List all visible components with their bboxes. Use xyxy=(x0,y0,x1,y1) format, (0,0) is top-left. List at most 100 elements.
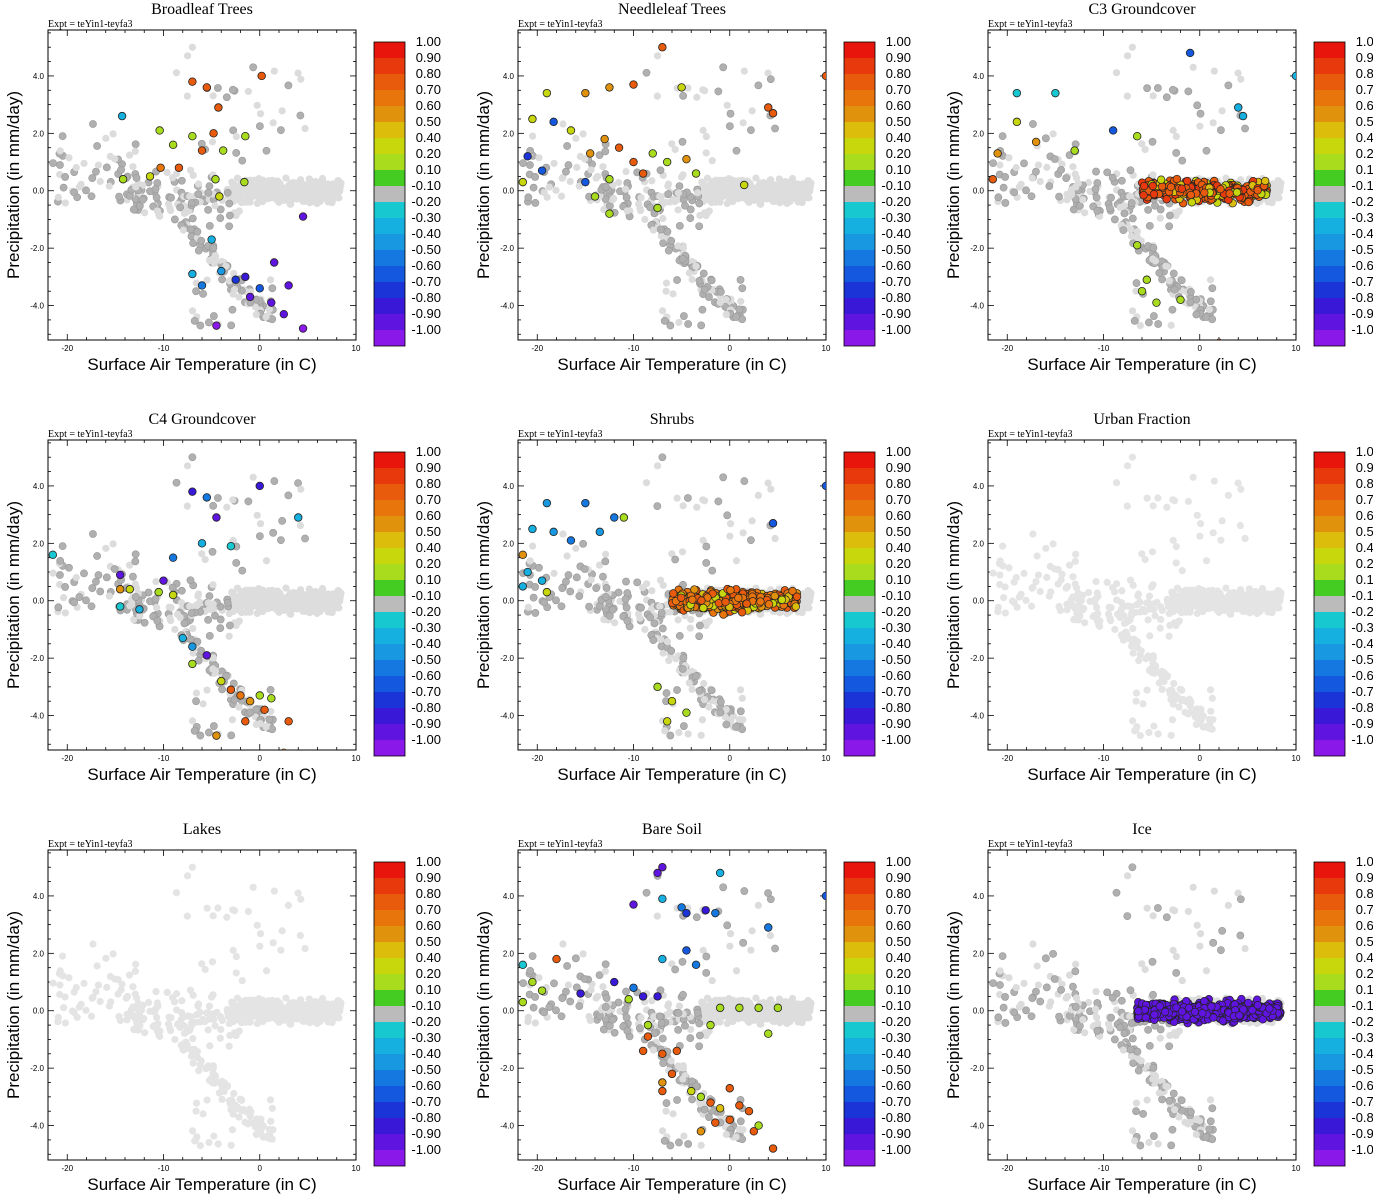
points-layer xyxy=(518,43,826,330)
y-axis-label: Precipitation (in mm/day) xyxy=(944,91,963,279)
x-tick-label: -20 xyxy=(531,344,543,353)
data-point xyxy=(88,174,97,183)
data-point xyxy=(697,321,706,330)
data-point xyxy=(669,290,677,298)
data-point xyxy=(318,182,326,190)
data-point xyxy=(266,685,275,694)
data-point xyxy=(1127,225,1135,234)
colorbar-swatch xyxy=(1314,250,1345,266)
data-point xyxy=(535,563,543,572)
colorbar-swatch xyxy=(374,612,405,628)
data-point xyxy=(194,431,201,438)
data-point xyxy=(745,189,753,197)
y-tick-label: 0.0 xyxy=(33,597,45,606)
data-point xyxy=(210,605,218,614)
data-point xyxy=(581,177,590,187)
data-point xyxy=(253,101,261,109)
data-point xyxy=(229,496,237,504)
data-point xyxy=(629,157,638,167)
colorbar-swatch xyxy=(844,138,875,154)
data-point xyxy=(549,117,558,127)
data-point xyxy=(732,723,740,731)
data-point xyxy=(56,161,64,169)
colorbar-swatch xyxy=(374,186,405,202)
data-point xyxy=(268,284,277,293)
y-tick-label: 4.0 xyxy=(33,72,45,81)
colorbar-label: -0.40 xyxy=(411,226,441,241)
data-point xyxy=(1253,186,1262,195)
data-point xyxy=(284,491,293,500)
data-point xyxy=(249,473,257,481)
data-point xyxy=(691,169,701,178)
data-point xyxy=(255,532,264,541)
data-point xyxy=(307,594,315,602)
x-tick-label: 10 xyxy=(352,754,361,763)
data-point xyxy=(748,107,756,115)
data-point xyxy=(318,592,326,600)
y-tick-label: -4.0 xyxy=(970,302,984,311)
colorbar-label: -0.80 xyxy=(1351,290,1373,305)
data-point xyxy=(209,654,217,662)
data-point xyxy=(605,83,614,92)
colorbar-frame xyxy=(373,41,406,347)
data-point xyxy=(699,180,707,189)
colorbar-label: 0.60 xyxy=(886,98,911,113)
colorbar-swatch xyxy=(844,298,875,314)
data-point xyxy=(61,173,69,181)
expt-label: Expt = teYin1-teyfa3 xyxy=(48,19,133,30)
data-point xyxy=(1106,204,1114,213)
colorbar-swatch xyxy=(1314,282,1345,298)
data-point xyxy=(1158,275,1167,284)
data-point xyxy=(705,207,713,215)
data-point xyxy=(276,592,284,601)
data-point xyxy=(747,126,755,135)
data-point xyxy=(60,594,68,602)
colorbar-label: -0.80 xyxy=(411,700,441,715)
data-point xyxy=(1136,321,1144,330)
data-point xyxy=(225,621,234,630)
data-point xyxy=(275,608,283,616)
data-point xyxy=(579,130,587,138)
colorbar-swatch xyxy=(374,692,405,708)
data-point xyxy=(209,255,217,263)
data-point xyxy=(297,75,305,83)
data-point xyxy=(194,180,203,188)
data-point xyxy=(1189,63,1197,71)
colorbar-swatch xyxy=(374,548,405,564)
data-point xyxy=(563,552,571,560)
data-point xyxy=(230,599,238,607)
data-point xyxy=(656,225,665,234)
data-point xyxy=(151,595,160,604)
data-point xyxy=(131,140,140,149)
colorbar-label: -0.60 xyxy=(1351,258,1373,273)
data-point xyxy=(531,583,539,591)
data-point xyxy=(61,199,69,207)
data-point xyxy=(1291,71,1296,81)
colorbar-label: -0.50 xyxy=(411,652,441,667)
data-point xyxy=(117,166,125,174)
data-point xyxy=(225,632,233,640)
data-point xyxy=(807,179,815,187)
data-point xyxy=(328,598,336,606)
data-point xyxy=(684,730,692,738)
data-point xyxy=(674,206,682,214)
data-point xyxy=(716,288,725,296)
data-point xyxy=(1274,194,1282,202)
data-point xyxy=(168,140,178,150)
data-point xyxy=(1156,175,1166,184)
data-point xyxy=(1137,287,1147,296)
data-point xyxy=(252,310,260,319)
data-point xyxy=(684,320,693,328)
colorbar-label: 0.40 xyxy=(416,540,441,555)
x-tick-label: 10 xyxy=(822,754,831,763)
data-point xyxy=(153,207,161,215)
data-point xyxy=(218,146,228,155)
data-point xyxy=(307,198,315,206)
colorbar-label: 0.90 xyxy=(416,50,441,65)
data-point xyxy=(188,487,197,496)
data-point xyxy=(89,120,97,128)
data-point xyxy=(740,477,749,485)
data-point xyxy=(255,691,264,700)
data-point xyxy=(656,166,665,175)
data-point xyxy=(727,185,735,193)
